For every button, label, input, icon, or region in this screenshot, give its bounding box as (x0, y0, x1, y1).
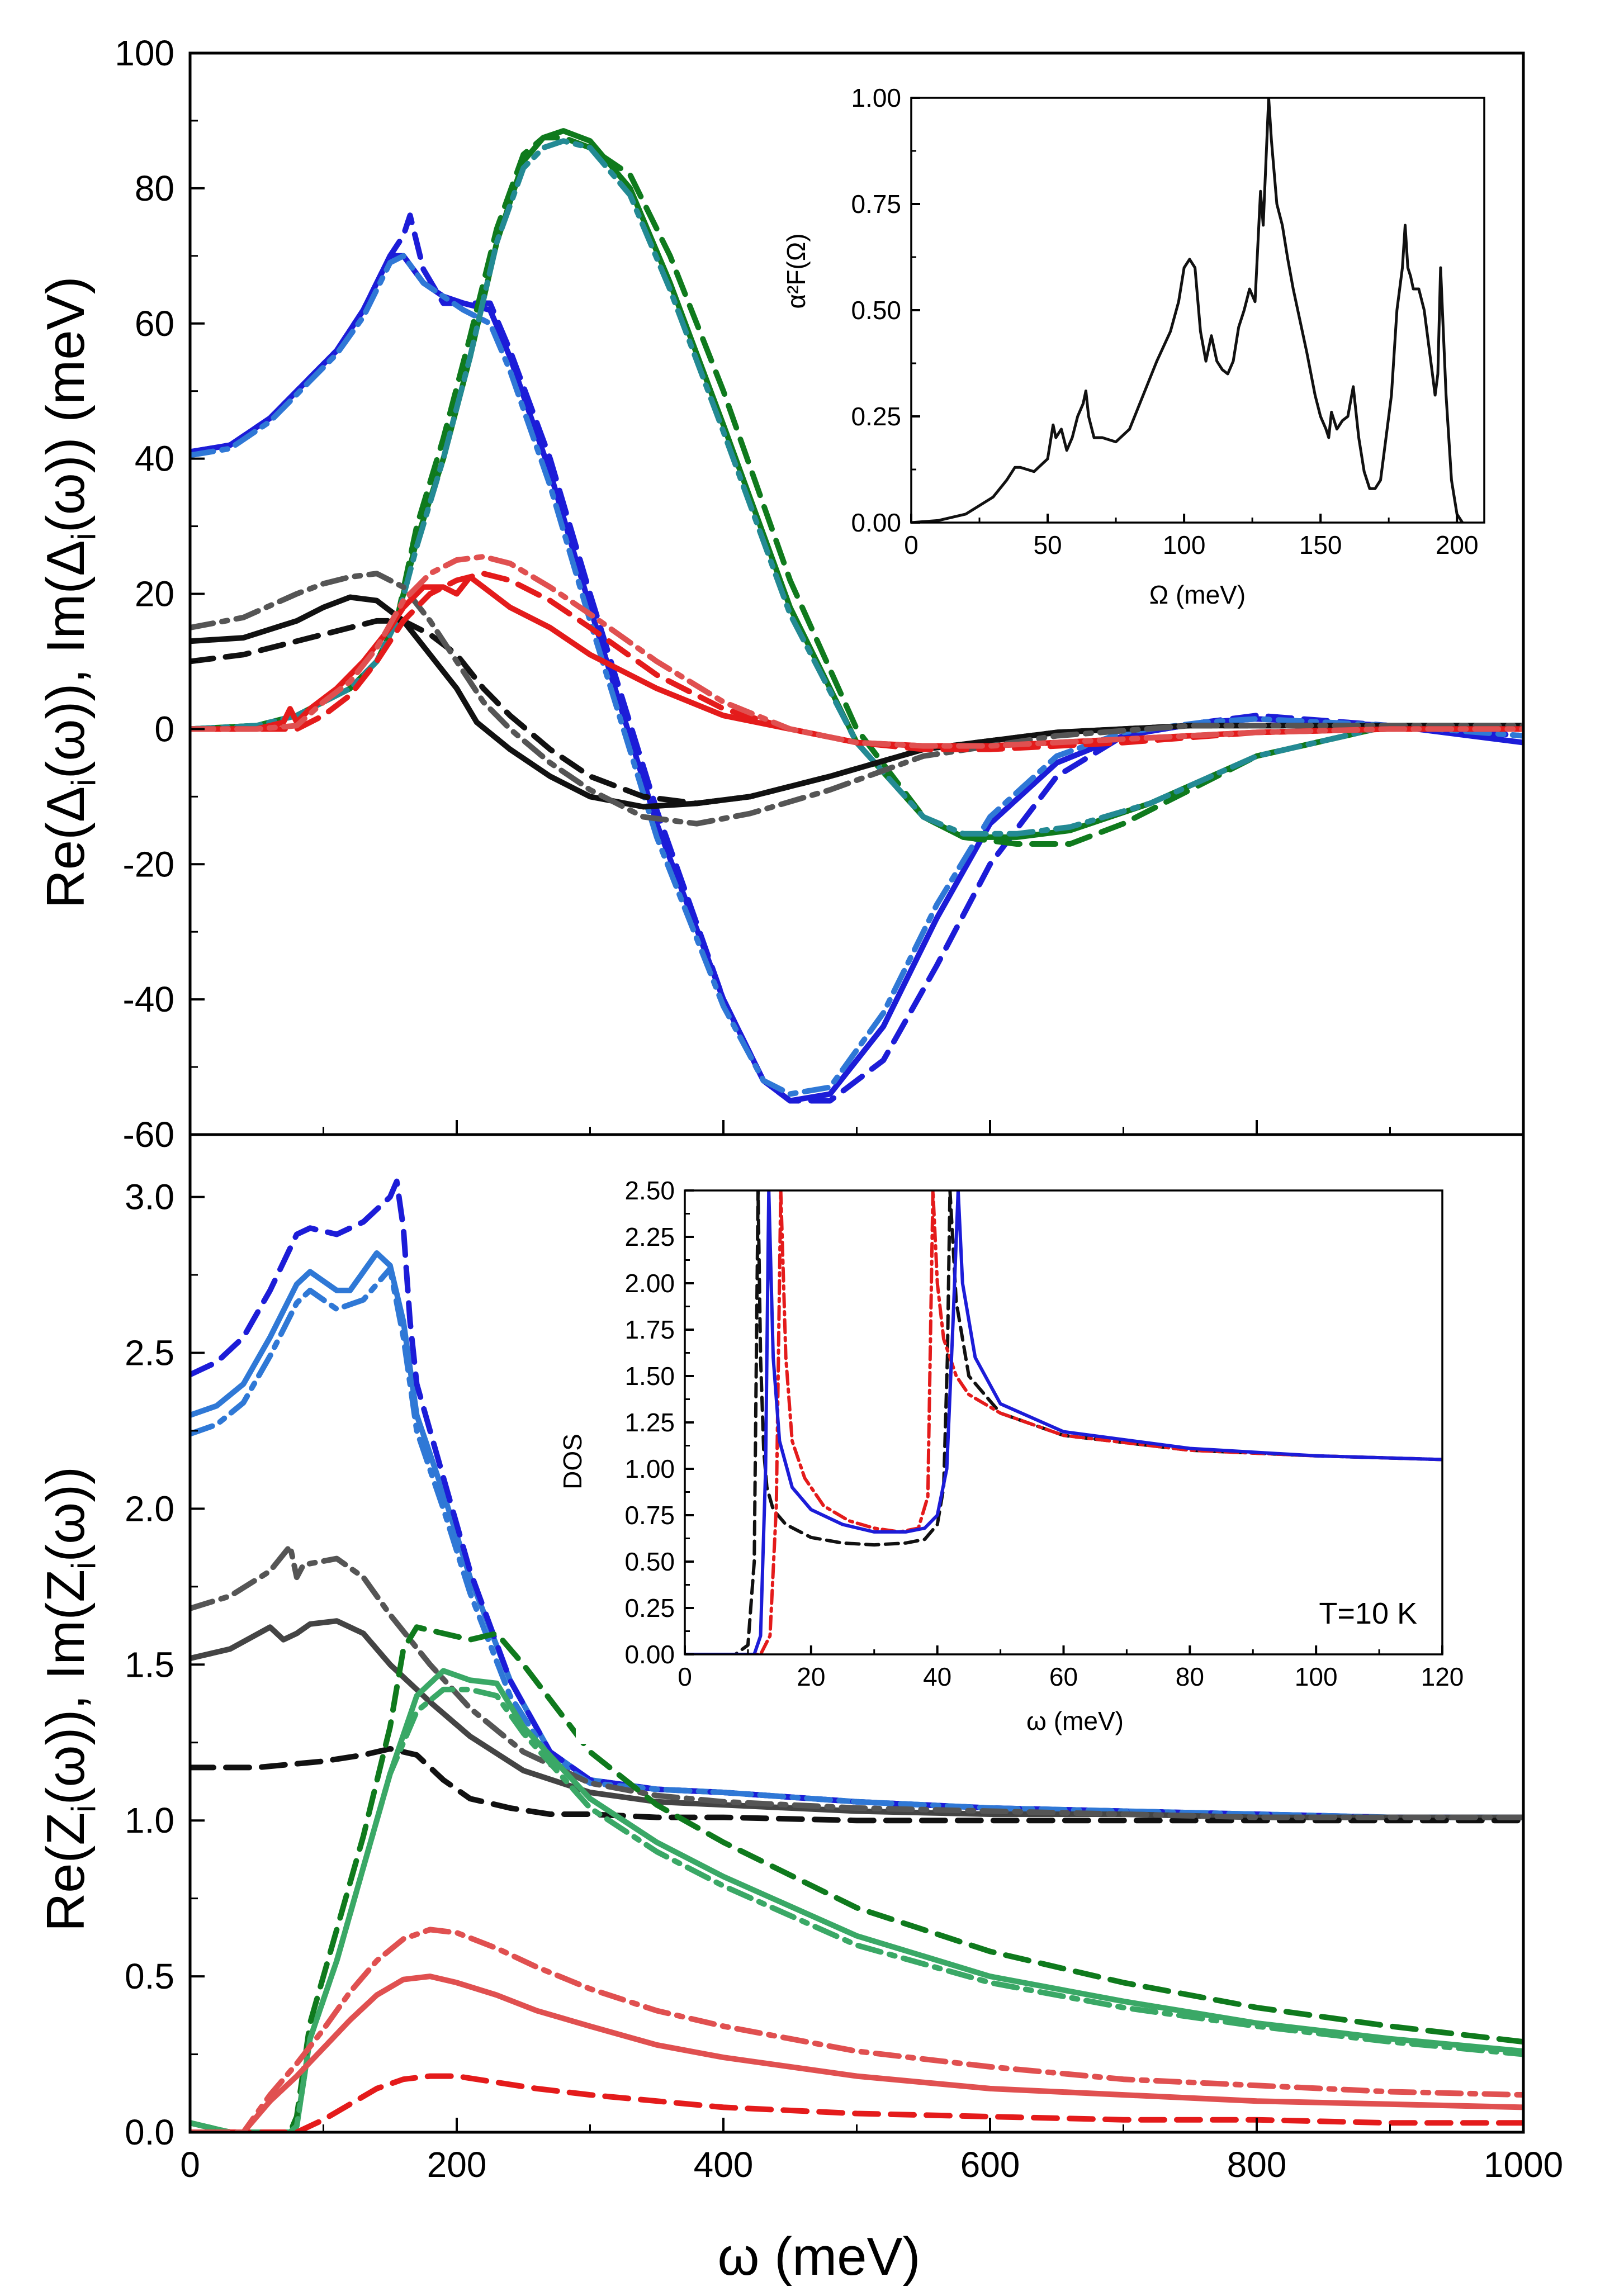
bottom-y-axis-title: Re(Zi(ω)), Im(Zi(ω)) (36, 1467, 102, 1932)
inset-top-ytick-label-0: 1.00 (851, 83, 901, 112)
bottom-xtick-label-3: 600 (960, 2145, 1020, 2185)
inset-bottom-xtick-label-2: 40 (923, 1662, 951, 1691)
top-ylabel-part-0: Re(Δ (36, 786, 96, 909)
inset-top-ytick-label-1: 0.75 (851, 189, 901, 219)
inset-top-series-0-line (911, 98, 1464, 523)
inset-top-ytick-label-3: 0.25 (851, 402, 901, 431)
bottom-xtick-label-4: 800 (1227, 2145, 1287, 2185)
top-series-10-line (190, 571, 1523, 752)
inset-top-ytick-label-4: 0.00 (851, 508, 901, 537)
inset-top-xtick-label-1: 50 (1033, 530, 1062, 559)
bottom-ylabel-sub-3: i (65, 1562, 102, 1569)
bottom-ytick-label-6: 3.0 (125, 1177, 174, 1217)
inset-bottom-ytick-label-7: 0.75 (624, 1501, 675, 1530)
inset-top-xtick-label-0: 0 (904, 530, 919, 559)
top-ylabel-sub-1: i (65, 779, 102, 786)
bottom-xtick-label-5: 1000 (1484, 2145, 1563, 2185)
inset-bottom-xtick-label-3: 60 (1049, 1662, 1078, 1691)
inset-top-y-axis-title: α²F(Ω) (782, 233, 811, 309)
bottom-ylabel-part-0: Re(Z (36, 1813, 96, 1932)
inset-bottom-ytick-label-10: 0.00 (624, 1640, 675, 1669)
inset-bottom-xtick-label-5: 100 (1295, 1662, 1338, 1691)
inset-bottom-ytick-label-6: 1.00 (624, 1454, 675, 1483)
top-ytick-label-3: 40 (135, 439, 174, 479)
bottom-ylabel-sub-1: i (65, 1805, 102, 1812)
bottom-xtick-label-2: 400 (694, 2145, 754, 2185)
inset-bottom-series-0-line (685, 1190, 1442, 1654)
bottom-ytick-label-5: 2.5 (125, 1332, 174, 1373)
bottom-series-2-line (190, 1265, 1523, 1820)
inset-bottom-xtick-label-0: 0 (678, 1662, 692, 1691)
top-y-axis-title: Re(Δi(ω)), Im(Δi(ω)) (meV) (36, 276, 102, 908)
inset-top-series (911, 98, 1464, 523)
inset-top-axes: 0 50 100 150 200 1.00 0.75 0.50 0.25 0.00 (851, 83, 1485, 559)
bottom-panel-series (190, 1178, 1523, 2132)
bottom-series-8-line (190, 1686, 1523, 2132)
top-ytick-label-5: 0 (154, 709, 174, 749)
top-ylabel-sub-3: i (65, 533, 102, 540)
bottom-series-5-line (190, 1543, 1523, 1820)
bottom-ylabel-part-4: (ω)) (36, 1467, 96, 1562)
bottom-ytick-label-0: 0.0 (125, 2112, 174, 2152)
bottom-series-0-line (190, 1250, 1523, 1820)
bottom-xtick-label-0: 0 (180, 2145, 200, 2185)
inset-top-background (906, 101, 1490, 537)
inset-top-x-axis-title: Ω (meV) (1149, 580, 1246, 609)
inset-bottom-ytick-label-9: 0.25 (624, 1593, 675, 1623)
inset-bottom-ytick-label-3: 1.75 (624, 1315, 675, 1344)
inset-bottom-series-2-line (685, 1190, 1442, 1654)
inset-bottom-xtick-label-6: 120 (1421, 1662, 1464, 1691)
top-ytick-label-0: 100 (115, 33, 174, 73)
inset-bottom-ytick-label-8: 0.50 (624, 1547, 675, 1576)
top-series-1-line (190, 212, 1523, 1104)
inset-bottom-ytick-label-4: 1.50 (624, 1362, 675, 1391)
inset-bottom-series (685, 1190, 1442, 1654)
inset-bottom-y-axis-title: DOS (558, 1434, 587, 1489)
inset-bottom-axes: 0 20 40 60 80 100 120 2.50 2.25 2.00 1.75 1.50 1.25 1… (624, 1176, 1464, 1691)
inset-top-xtick-label-3: 150 (1299, 530, 1342, 559)
bottom-ylabel-part-2: (ω)), Im(Z (36, 1569, 96, 1805)
top-ytick-label-2: 60 (135, 303, 174, 344)
inset-top-ytick-label-2: 0.50 (851, 296, 901, 325)
top-ylabel-part-4: (ω)) (meV) (36, 276, 96, 533)
top-ytick-label-7: -40 (123, 979, 175, 1019)
inset-top-xtick-label-2: 100 (1163, 530, 1206, 559)
bottom-ytick-label-2: 1.0 (125, 1800, 174, 1840)
top-series-2-line (190, 253, 1523, 1097)
top-ytick-label-8: -60 (123, 1114, 175, 1155)
inset-bottom-annotation: T=10 K (1319, 1597, 1417, 1630)
bottom-ytick-label-3: 1.5 (125, 1644, 174, 1685)
inset-bottom-background (576, 1185, 1454, 1744)
bottom-series-4-line (190, 1745, 1523, 1824)
top-ytick-label-6: -20 (123, 844, 175, 884)
bottom-series-9-line (190, 1974, 1523, 2132)
bottom-series-10-line (190, 2073, 1523, 2132)
inset-bottom-xtick-label-4: 80 (1176, 1662, 1204, 1691)
inset-bottom-xtick-label-1: 20 (797, 1662, 825, 1691)
top-series-8-line (190, 571, 1523, 827)
inset-bottom-ytick-label-5: 1.25 (624, 1408, 675, 1437)
inset-top-xtick-label-4: 200 (1436, 530, 1479, 559)
bottom-ytick-label-1: 0.5 (125, 1956, 174, 1996)
top-ylabel-part-2: (ω)), Im(Δ (36, 540, 96, 779)
bottom-series-11-line (190, 1927, 1523, 2132)
bottom-ytick-label-4: 2.0 (125, 1488, 174, 1529)
inset-bottom-x-axis-title: ω (meV) (1026, 1706, 1124, 1735)
inset-bottom-ytick-label-2: 2.00 (624, 1269, 675, 1298)
top-ytick-label-1: 80 (135, 168, 174, 208)
inset-bottom-ytick-label-1: 2.25 (624, 1222, 675, 1251)
top-panel-series (190, 128, 1523, 1104)
bottom-x-axis-title: ω (meV) (718, 2227, 921, 2286)
bottom-xtick-label-1: 200 (427, 2145, 487, 2185)
inset-bottom-ytick-label-0: 2.50 (624, 1176, 675, 1205)
top-ytick-label-4: 20 (135, 574, 174, 614)
top-series-11-line (190, 554, 1523, 749)
